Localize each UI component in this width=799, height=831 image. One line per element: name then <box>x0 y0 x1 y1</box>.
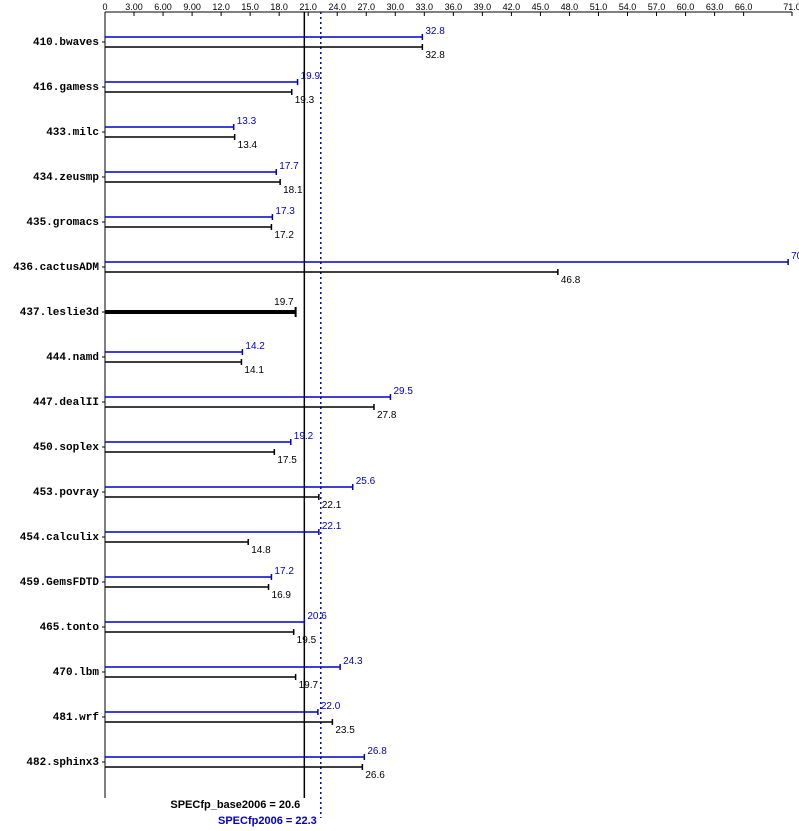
benchmark-label: 447.dealII <box>33 397 99 409</box>
axis-tick-label: 6.00 <box>154 2 172 12</box>
axis-tick-label: 66.0 <box>735 2 753 12</box>
benchmark-label: 450.soplex <box>33 442 99 454</box>
summary-peak-label: SPECfp2006 = 22.3 <box>218 815 317 827</box>
benchmark-value-base: 16.9 <box>272 590 292 601</box>
axis-tick-label: 24.0 <box>328 2 346 12</box>
benchmark-label: 444.namd <box>46 352 99 364</box>
benchmark-value-peak: 22.1 <box>322 521 342 532</box>
axis-tick-label: 54.0 <box>619 2 637 12</box>
axis-tick-label: 45.0 <box>532 2 550 12</box>
benchmark-value-base: 22.1 <box>322 500 342 511</box>
benchmark-value: 19.7 <box>274 297 294 308</box>
benchmark-value-base: 26.6 <box>365 770 385 781</box>
axis-tick-label: 33.0 <box>416 2 434 12</box>
benchmark-label: 436.cactusADM <box>13 262 99 274</box>
summary-base-label: SPECfp_base2006 = 20.6 <box>170 799 300 811</box>
axis-tick-label: 15.0 <box>241 2 259 12</box>
benchmark-value-base: 17.5 <box>277 455 297 466</box>
axis-tick-label: 63.0 <box>706 2 724 12</box>
benchmark-value-peak: 25.6 <box>356 476 376 487</box>
axis-tick-label: 42.0 <box>503 2 521 12</box>
benchmark-label: 416.gamess <box>33 82 99 94</box>
benchmark-value-base: 19.5 <box>297 635 317 646</box>
benchmark-value-peak: 17.7 <box>279 161 299 172</box>
benchmark-value-base: 18.1 <box>283 185 303 196</box>
chart-svg: 0 3.00 6.00 9.00 12.0 15.0 18.0 21.0 24.0 27.0 30.… <box>0 0 799 831</box>
benchmark-label: 470.lbm <box>53 667 100 679</box>
benchmark-value-base: 19.3 <box>295 95 315 106</box>
axis-tick-label: 3.00 <box>125 2 143 12</box>
benchmark-value-peak: 22.0 <box>321 701 341 712</box>
benchmark-label: 465.tonto <box>40 622 100 634</box>
benchmark-label: 481.wrf <box>53 712 100 724</box>
axis-tick-label: 71.0 <box>783 2 799 12</box>
benchmark-value-peak: 20.6 <box>307 611 327 622</box>
benchmark-value-peak: 17.3 <box>275 206 295 217</box>
benchmark-value-peak: 24.3 <box>343 656 363 667</box>
benchmark-value-peak: 14.2 <box>245 341 265 352</box>
benchmark-value-peak: 19.9 <box>301 71 321 82</box>
axis-tick-label: 9.00 <box>183 2 201 12</box>
benchmark-value-peak: 29.5 <box>393 386 413 397</box>
benchmark-value-base: 27.8 <box>377 410 397 421</box>
benchmark-value-peak: 26.8 <box>367 746 387 757</box>
benchmark-value-peak: 17.2 <box>274 566 294 577</box>
benchmark-label: 433.milc <box>46 127 99 139</box>
axis-tick-label: 30.0 <box>387 2 405 12</box>
benchmark-value-base: 13.4 <box>238 140 258 151</box>
benchmark-value-peak: 70.6 <box>791 251 799 262</box>
benchmark-value-base: 14.8 <box>251 545 271 556</box>
spec-benchmark-chart: 0 3.00 6.00 9.00 12.0 15.0 18.0 21.0 24.0 27.0 30.… <box>0 0 799 831</box>
axis-tick-label: 51.0 <box>590 2 608 12</box>
benchmark-label: 410.bwaves <box>33 37 99 49</box>
benchmark-label: 459.GemsFDTD <box>20 577 100 589</box>
axis-tick-label: 0 <box>102 2 107 12</box>
axis-tick-label: 57.0 <box>648 2 666 12</box>
benchmark-label: 454.calculix <box>20 532 100 544</box>
axis-tick-label: 21.0 <box>299 2 317 12</box>
benchmark-value-peak: 32.8 <box>425 26 445 37</box>
benchmark-value-base: 23.5 <box>335 725 355 736</box>
axis-tick-label: 18.0 <box>270 2 288 12</box>
benchmark-label: 435.gromacs <box>26 217 99 229</box>
axis-tick-label: 12.0 <box>212 2 230 12</box>
benchmark-value-base: 32.8 <box>425 50 445 61</box>
axis-tick-label: 36.0 <box>445 2 463 12</box>
axis-tick-label: 39.0 <box>474 2 492 12</box>
axis-tick-label: 27.0 <box>357 2 375 12</box>
benchmark-value-base: 19.7 <box>299 680 319 691</box>
benchmark-label: 482.sphinx3 <box>26 757 99 769</box>
benchmark-value-base: 46.8 <box>561 275 581 286</box>
benchmark-value-base: 17.2 <box>274 230 294 241</box>
benchmark-label: 453.povray <box>33 487 99 499</box>
benchmark-value-peak: 13.3 <box>237 116 257 127</box>
benchmark-label: 437.leslie3d <box>20 307 99 319</box>
benchmark-value-base: 14.1 <box>244 365 264 376</box>
benchmark-label: 434.zeusmp <box>33 172 99 184</box>
benchmark-value-peak: 19.2 <box>294 431 314 442</box>
axis-tick-label: 60.0 <box>677 2 695 12</box>
axis-tick-label: 48.0 <box>561 2 579 12</box>
